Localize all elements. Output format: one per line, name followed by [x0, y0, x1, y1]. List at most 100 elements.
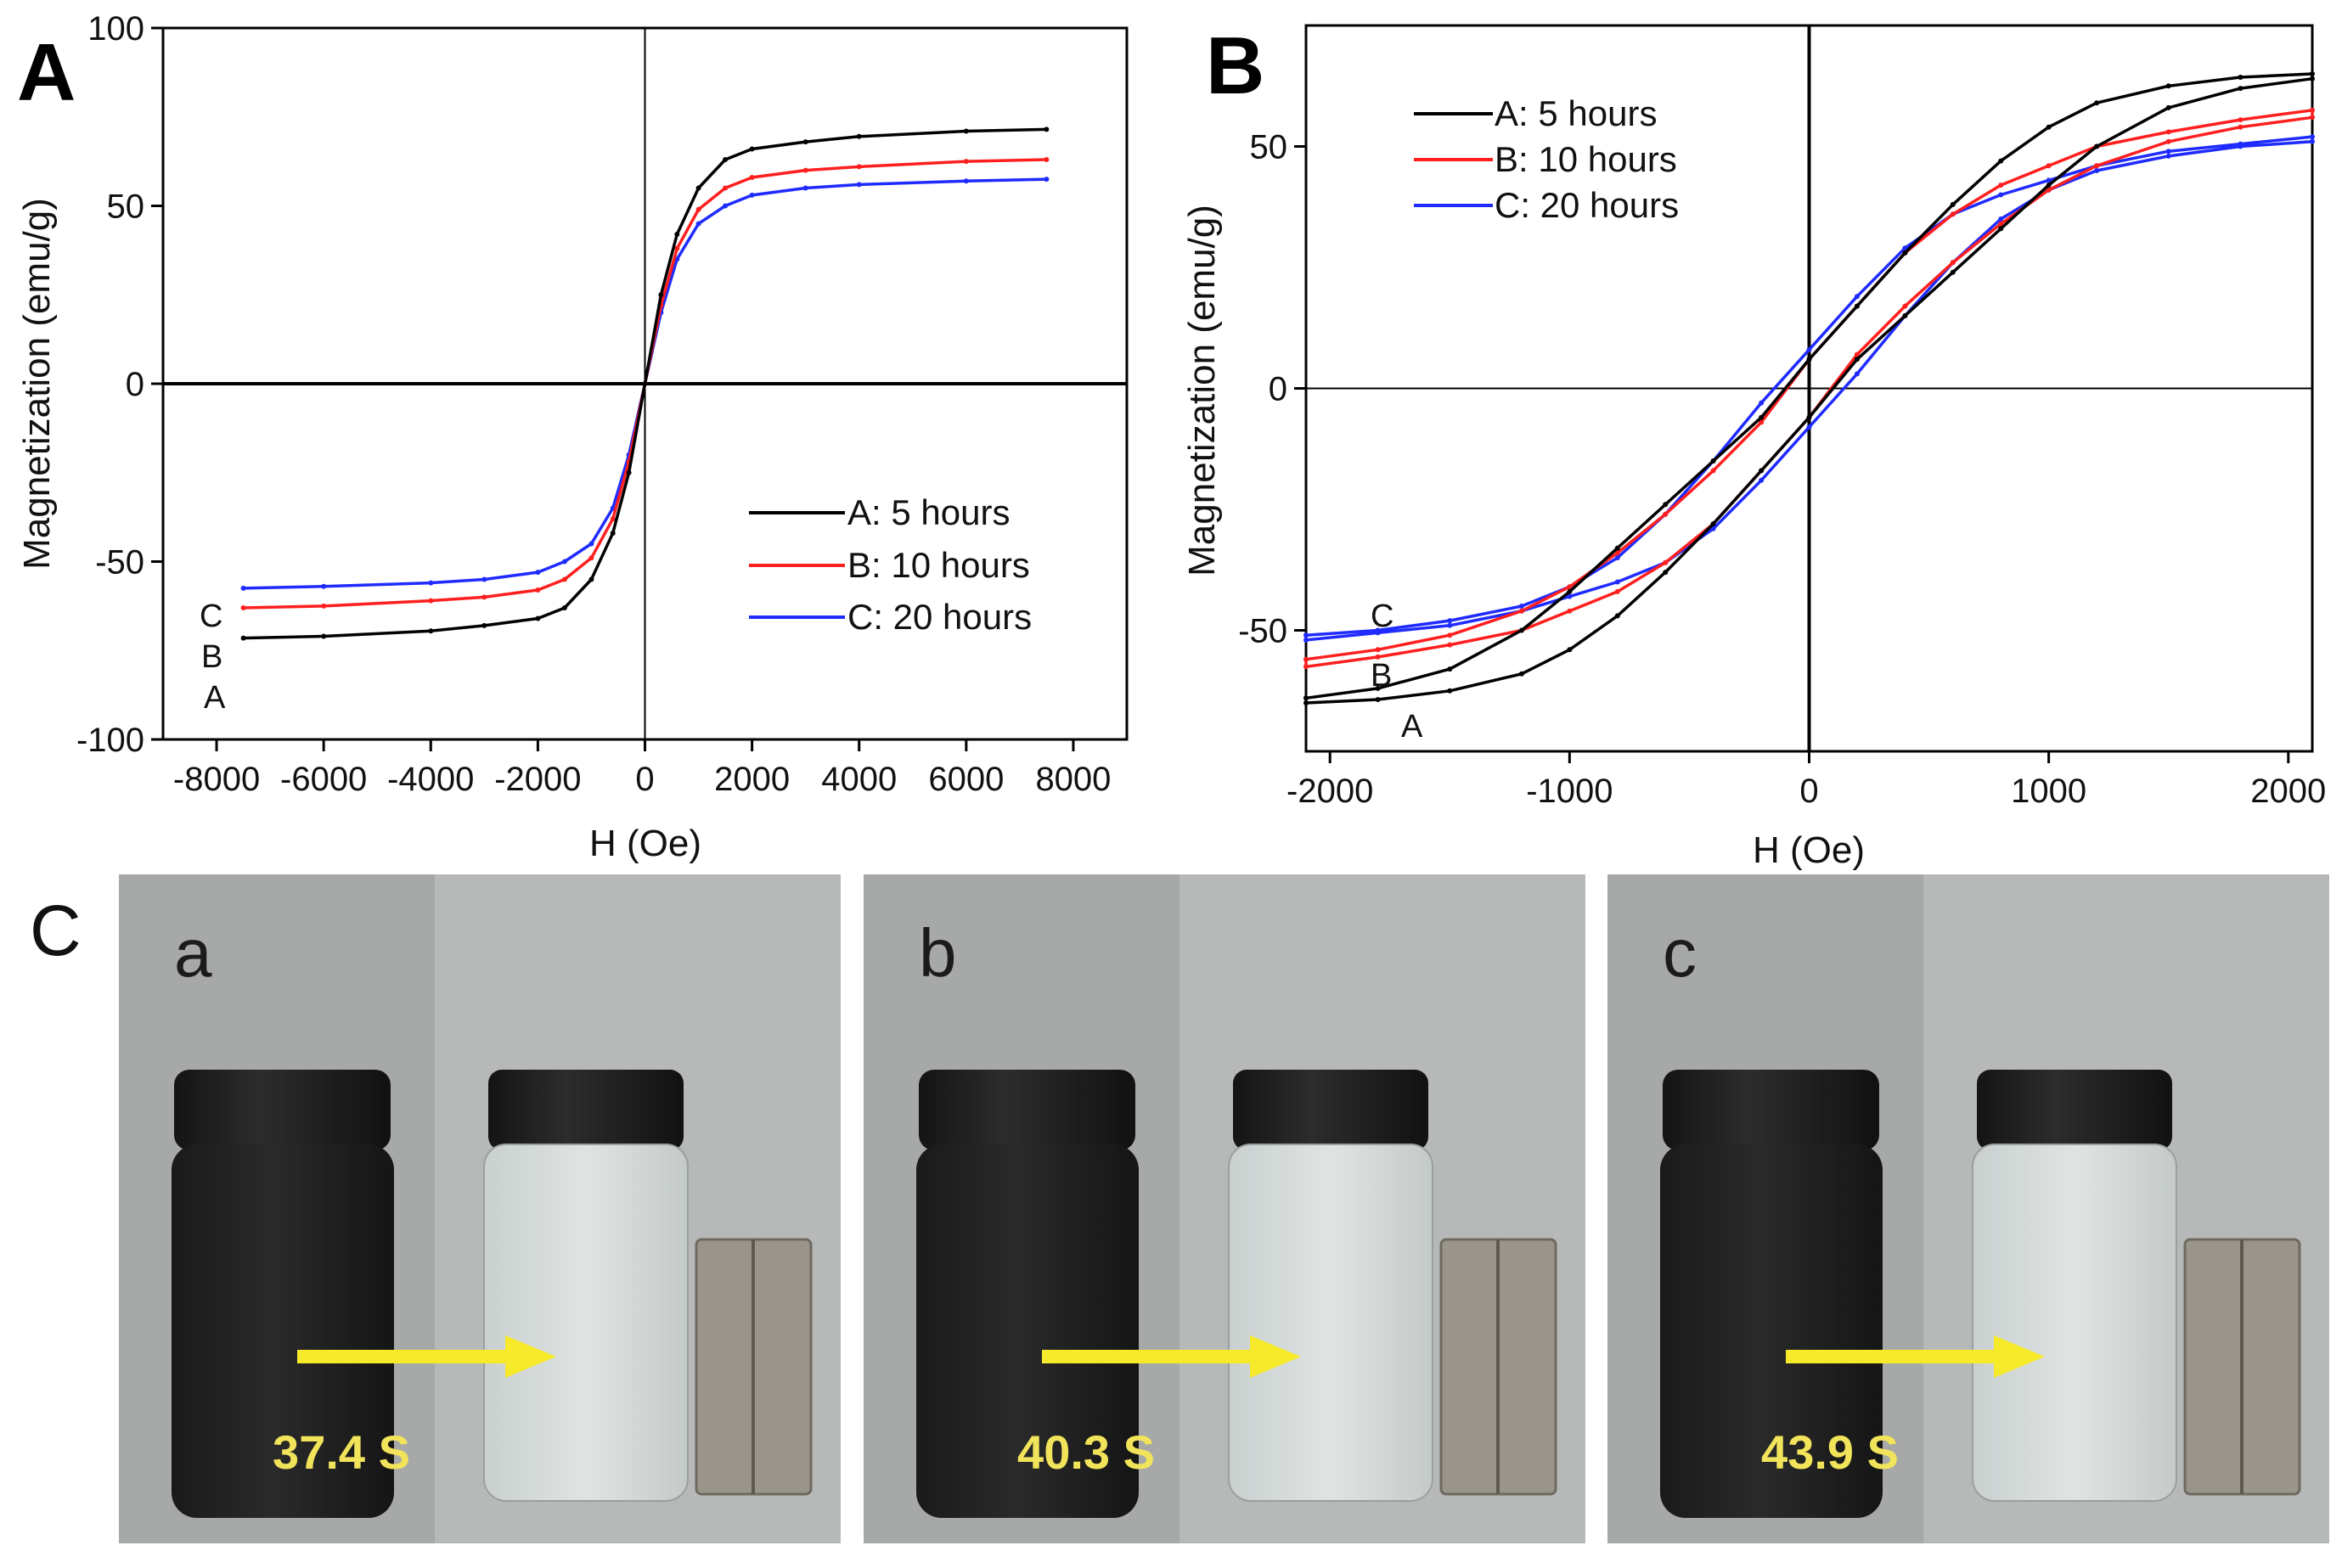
panel-b-series-a-point	[1998, 158, 2004, 164]
panel-b-series-b-point	[1854, 351, 1860, 357]
panel-b-series-c-point	[2165, 149, 2171, 155]
panel-b-y-axis-label: Magnetization (emu/g)	[1181, 205, 1223, 576]
panel-b-y-tick-label: 50	[1250, 129, 1288, 166]
panel-b-series-c-point	[2094, 168, 2100, 173]
dark-vial-cap	[1663, 1070, 1879, 1150]
panel-b-series-c-point	[2238, 143, 2243, 149]
panel-b-series-b-point	[2165, 138, 2171, 144]
panel-a-series-a-point	[481, 622, 487, 628]
panel-a-x-tick-label: -8000	[173, 761, 260, 798]
panel-b-series-c-point	[1447, 622, 1453, 628]
panel-b-series-c-point	[2310, 134, 2315, 140]
panel-a-series-c-point	[481, 576, 487, 582]
panel-a-x-tick-label: 2000	[714, 761, 790, 798]
panel-b-series-c-point	[1375, 630, 1381, 636]
panel-c-photos: C a 37.4 S b 40.3 S c 43.9 S	[30, 874, 2329, 1543]
panel-a-series-c-point	[856, 182, 862, 188]
panel-a-y-tick-label: 100	[87, 10, 144, 48]
panel-a-x-tick-label: -2000	[494, 761, 581, 798]
panel-b-series-a-point	[1447, 688, 1453, 694]
panel-b-series-group	[1303, 71, 2315, 705]
panel-b-series-c-point	[1614, 579, 1620, 585]
panel-b-series-b-point	[1303, 656, 1309, 662]
panel-b-series-b-point	[1759, 419, 1765, 425]
panel-a-series-a-point	[642, 381, 648, 386]
panel-a-series-a-point	[588, 576, 594, 582]
panel-b-series-b-point	[2094, 163, 2100, 169]
panel-b-series-a-point	[2046, 124, 2052, 130]
panel-a-x-tick-label: 4000	[821, 761, 897, 798]
panel-a-series-a-point	[674, 232, 680, 237]
panel-b-series-b-point	[2046, 187, 2052, 193]
dark-vial-cap	[174, 1070, 391, 1150]
dark-vial-cap	[919, 1070, 1135, 1150]
panel-b-series-c-point	[1303, 637, 1309, 643]
panel-b-series-a-point	[1806, 414, 1812, 420]
panel-a-chart: A -8000 -6000 -4000 -2000 0 2000 4000 6000 8000-…	[16, 10, 1129, 864]
panel-b-series-b-point	[2310, 107, 2315, 113]
panel-b-x-tick-label: -1000	[1526, 773, 1613, 810]
panel-b-legend-label-c: C: 20 hours	[1495, 185, 1679, 225]
panel-a-series-a-point	[428, 628, 434, 634]
panel-b-series-c-point	[1759, 477, 1765, 483]
panel-a-series-b-point	[481, 594, 487, 600]
panel-b-series-a-point	[1447, 666, 1453, 672]
panel-a-x-tick-label: -6000	[280, 761, 367, 798]
panel-a-series-a-point	[610, 531, 616, 536]
panel-a-series-a-point	[802, 139, 808, 145]
panel-a-y-tick-label: -50	[95, 544, 144, 582]
panel-b-series-a-point	[2094, 100, 2100, 106]
clear-vial-cap	[1233, 1070, 1428, 1150]
panel-b-series-c-point	[1567, 593, 1573, 599]
panel-a-series-b-point	[240, 605, 246, 610]
panel-a-series-c-point	[802, 185, 808, 191]
clear-vial-cap	[488, 1070, 684, 1150]
panel-b-series-a-point	[1902, 313, 1908, 318]
panel-b-series-a-point	[1710, 521, 1716, 527]
panel-b-series-b-point	[1567, 584, 1573, 590]
panel-b-series-b-point	[2310, 115, 2315, 121]
panel-b-series-b-point	[1375, 647, 1381, 653]
yellow-arrow-head	[505, 1335, 556, 1378]
panel-a-series-c-point	[963, 178, 969, 184]
panel-b-x-tick-label: 1000	[2011, 773, 2086, 810]
panel-b-legend-label-a: A: 5 hours	[1495, 93, 1657, 133]
panel-a-x-tick-label: 8000	[1035, 761, 1111, 798]
panel-a-series-c-point	[321, 583, 327, 589]
panel-a-tag-c: C	[200, 599, 222, 634]
panel-b-series-a-point	[1614, 613, 1620, 619]
panel-b-series-a-point	[1567, 647, 1573, 653]
panel-a-series-b-point	[561, 576, 567, 582]
panel-b-series-a-point	[1710, 458, 1716, 464]
separation-time-label: 40.3 S	[1017, 1425, 1155, 1479]
panel-b-zero-lines	[1306, 25, 2312, 751]
yellow-arrow-head	[1994, 1335, 2045, 1378]
panel-b-series-a-point	[1614, 545, 1620, 551]
panel-a-series-c-point	[695, 221, 701, 227]
panel-a-legend-label-b: B: 10 hours	[847, 545, 1030, 585]
panel-a-series-b-point	[963, 159, 969, 165]
panel-a-series-b-point	[321, 603, 327, 609]
panel-a-x-tick-label: 6000	[928, 761, 1004, 798]
panel-b-series-b-point	[1998, 221, 2004, 227]
separation-time-label: 37.4 S	[273, 1425, 410, 1479]
panel-a-series-a-point	[561, 605, 567, 610]
panel-b-series-a-point	[2094, 143, 2100, 149]
panel-b-tag-b: B	[1371, 658, 1392, 694]
panel-a-series-a-point	[695, 185, 701, 191]
panel-b-legend-label-b: B: 10 hours	[1495, 139, 1677, 179]
panel-b-series-c-point	[1518, 604, 1524, 609]
panel-b-series-a-point	[2310, 76, 2315, 81]
panel-a-series-b-point	[695, 206, 701, 212]
panel-b-series-a-point	[1663, 502, 1669, 508]
panel-a-series-a-point	[321, 633, 327, 639]
panel-a-y-axis-label: Magnetization (emu/g)	[16, 198, 58, 570]
panel-a-series-b-point	[535, 587, 541, 593]
panel-b-series-b-point	[1950, 260, 1956, 266]
panel-b-series-a-point	[1950, 269, 1956, 275]
panel-b-letter: B	[1206, 20, 1264, 111]
panel-a-tag-a: A	[204, 680, 226, 716]
panel-a-series-c-point	[749, 192, 755, 198]
panel-a-series-c-point	[1044, 177, 1050, 183]
panel-b-axis-ticks: -2000 -1000 0 1000 2000 -50 0 50	[1238, 129, 2326, 811]
